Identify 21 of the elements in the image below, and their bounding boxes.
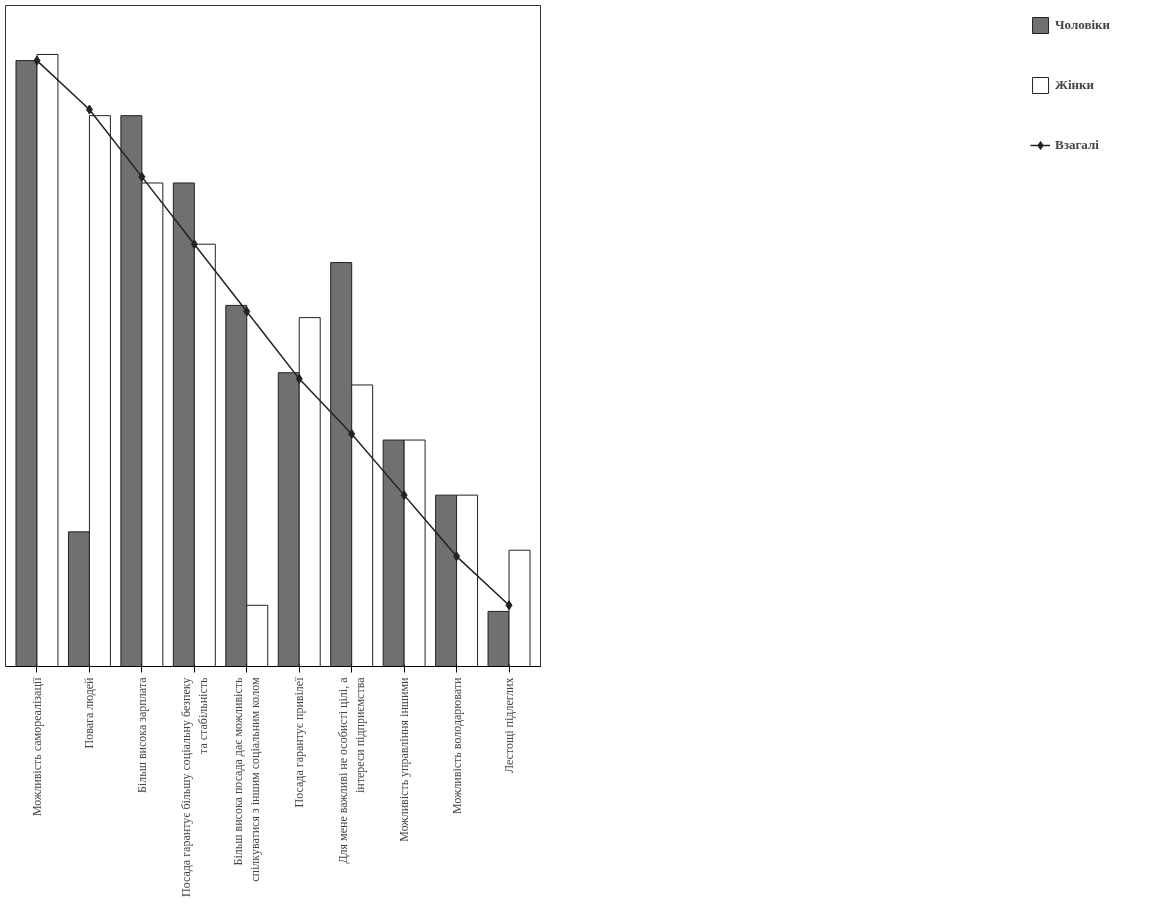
point [400,490,408,501]
point [190,239,198,250]
point [85,104,93,115]
legend-label: Жінки [1055,77,1094,93]
point [243,306,251,317]
x-tick-label: Посада гарантує більшу соціальну безпеку та стабільність [178,676,210,898]
x-tick-label: Посада гарантує привілеї [292,676,307,808]
x-tick-label: Можливість самореалізації [29,676,44,817]
point [138,171,146,182]
point [348,428,356,439]
point [33,55,41,66]
legend-label: Взагалі [1055,137,1099,153]
legend-label: Чоловіки [1055,17,1110,33]
point [295,373,303,384]
x-tick-label: Повага людей [82,676,97,749]
x-tick-label: Більш висока зарплата [134,676,149,794]
x-tick-label: Можливість управління іншими [397,676,412,842]
x-tick-label: Лестощі підлеглих [502,677,517,774]
point [453,551,461,562]
x-tick-label: Можливість володарювати [449,676,464,814]
point [505,600,513,611]
